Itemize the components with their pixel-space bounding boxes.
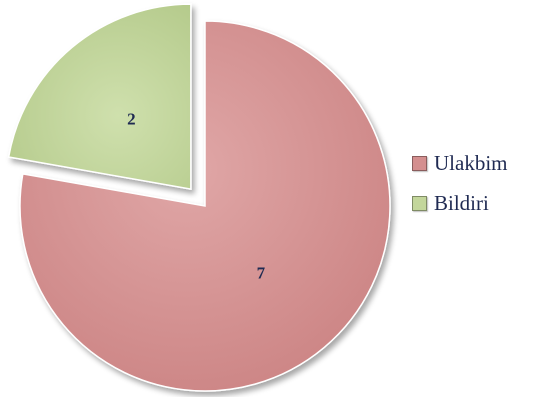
legend-label-ulakbim: Ulakbim [434,150,508,175]
data-label-bildiri: 2 [127,109,136,128]
legend-label-bildiri: Bildiri [434,190,489,215]
legend-swatch-ulakbim [412,155,427,171]
legend: Ulakbim Bildiri [412,150,508,230]
data-label-ulakbim: 7 [257,264,266,283]
pie-slice-ulakbim [19,20,391,392]
legend-item-bildiri: Bildiri [412,190,508,216]
legend-item-ulakbim: Ulakbim [412,150,508,176]
legend-swatch-bildiri [412,195,427,211]
pie-slice-bildiri [7,3,192,191]
